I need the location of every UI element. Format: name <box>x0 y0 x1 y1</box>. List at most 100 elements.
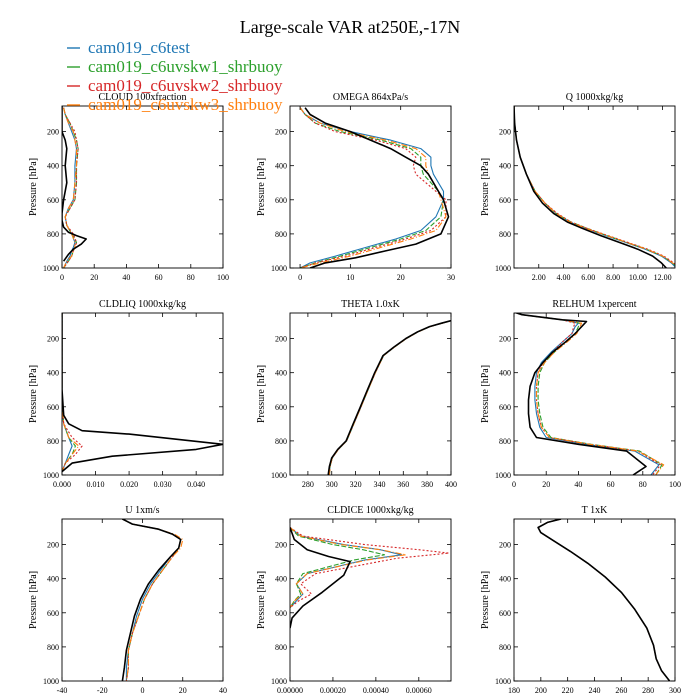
panel-title: Q 1000xkg/kg <box>566 92 624 103</box>
y-tick-label: 800 <box>499 643 511 652</box>
y-tick-label: 600 <box>47 403 59 412</box>
x-tick-label: 340 <box>373 480 385 489</box>
y-tick-label: 400 <box>499 369 511 378</box>
y-tick-label: 800 <box>499 230 511 239</box>
y-tick-label: 400 <box>275 369 287 378</box>
x-tick-label: 60 <box>607 480 615 489</box>
x-tick-label: 280 <box>642 686 654 695</box>
x-tick-label: 0 <box>60 273 64 282</box>
y-tick-label: 800 <box>275 437 287 446</box>
series-group <box>121 519 184 681</box>
y-tick-label: 1000 <box>43 264 59 273</box>
y-tick-label: 600 <box>47 609 59 618</box>
y-axis-label: Pressure [hPa] <box>256 158 267 216</box>
series-line-3 <box>122 519 182 681</box>
y-tick-label: 1000 <box>271 471 287 480</box>
x-tick-label: 0.000 <box>53 480 71 489</box>
panel-5: 0 20 40 60 80 100 200 400 600 800 1000 Pressure [hP… <box>480 299 681 489</box>
x-tick-label: 100 <box>217 273 229 282</box>
series-line-4 <box>328 320 451 475</box>
series-group <box>327 319 451 475</box>
y-tick-label: 800 <box>275 230 287 239</box>
x-tick-label: 20 <box>542 480 550 489</box>
plot-frame <box>513 518 676 682</box>
x-tick-label: 300 <box>669 686 681 695</box>
panel-3: 0.000 0.010 0.020 0.030 0.040 200 400 600 800 100… <box>28 299 224 489</box>
series-group <box>514 313 665 475</box>
x-tick-label: 40 <box>574 480 582 489</box>
series-line-2 <box>62 313 76 472</box>
x-tick-label: 380 <box>421 480 433 489</box>
y-tick-label: 400 <box>47 575 59 584</box>
y-tick-label: 200 <box>499 128 511 137</box>
series-line-0 <box>327 319 451 475</box>
series-line-2 <box>290 527 386 608</box>
y-tick-label: 600 <box>499 403 511 412</box>
y-tick-label: 200 <box>275 541 287 550</box>
y-tick-label: 1000 <box>495 264 511 273</box>
x-tick-label: 2.00 <box>532 273 546 282</box>
y-tick-label: 200 <box>499 541 511 550</box>
y-tick-label: 1000 <box>43 471 59 480</box>
x-tick-label: 80 <box>639 480 647 489</box>
plot-frame <box>513 312 676 476</box>
series-group <box>537 519 671 681</box>
series-group <box>62 106 87 268</box>
y-tick-label: 600 <box>275 196 287 205</box>
y-tick-label: 1000 <box>271 264 287 273</box>
y-tick-label: 600 <box>499 609 511 618</box>
x-tick-label: -40 <box>57 686 68 695</box>
series-line-0 <box>290 527 351 629</box>
x-tick-label: 4.00 <box>557 273 571 282</box>
x-tick-label: 220 <box>562 686 574 695</box>
x-tick-label: 20 <box>90 273 98 282</box>
x-tick-label: 0.00060 <box>406 686 432 695</box>
legend: cam019_c6testcam019_c6uvskw1_shrbuoycam0… <box>67 38 283 114</box>
series-line-1 <box>299 107 445 268</box>
x-tick-label: 180 <box>508 686 520 695</box>
y-tick-label: 1000 <box>495 677 511 686</box>
series-line-0 <box>514 106 667 268</box>
x-tick-label: 0.030 <box>154 480 172 489</box>
y-axis-label: Pressure [hPa] <box>480 158 491 216</box>
y-tick-label: 600 <box>275 403 287 412</box>
series-line-4 <box>62 313 80 472</box>
x-tick-label: 6.00 <box>581 273 595 282</box>
legend-label: cam019_c6uvskw3_shrbuoy <box>88 95 283 114</box>
x-tick-label: 30 <box>447 273 455 282</box>
y-axis-label: Pressure [hPa] <box>480 571 491 629</box>
y-tick-label: 600 <box>47 196 59 205</box>
series-line-1 <box>514 106 675 268</box>
x-tick-label: 40 <box>122 273 130 282</box>
legend-label: cam019_c6uvskw2_shrbuoy <box>88 76 283 95</box>
y-tick-label: 800 <box>499 437 511 446</box>
y-tick-label: 600 <box>275 609 287 618</box>
legend-label: cam019_c6uvskw1_shrbuoy <box>88 57 283 76</box>
x-tick-label: 0.00020 <box>320 686 346 695</box>
legend-item: cam019_c6test <box>67 38 190 57</box>
plot-frame <box>289 312 452 476</box>
y-axis-label: Pressure [hPa] <box>28 365 39 423</box>
x-tick-label: 12.00 <box>654 273 672 282</box>
legend-item: cam019_c6uvskw1_shrbuoy <box>67 57 283 76</box>
x-tick-label: 60 <box>155 273 163 282</box>
y-tick-label: 400 <box>499 162 511 171</box>
x-tick-label: 240 <box>589 686 601 695</box>
y-tick-label: 800 <box>47 643 59 652</box>
series-line-4 <box>122 519 184 681</box>
x-tick-label: 0.040 <box>187 480 205 489</box>
y-tick-label: 1000 <box>495 471 511 480</box>
x-tick-label: 0.00000 <box>277 686 303 695</box>
panel-title: CLDICE 1000xkg/kg <box>327 505 413 516</box>
series-line-0 <box>62 106 87 262</box>
series-group <box>62 313 223 473</box>
x-tick-label: 0 <box>298 273 302 282</box>
series-line-2 <box>299 107 445 268</box>
x-tick-label: 0.00040 <box>363 686 389 695</box>
panel-title: THETA 1.0xK <box>341 299 400 310</box>
panel-title: CLOUD 100xfraction <box>98 92 186 103</box>
x-tick-label: 20 <box>179 686 187 695</box>
panel-title: CLDLIQ 1000xkg/kg <box>99 299 186 310</box>
y-tick-label: 200 <box>47 335 59 344</box>
